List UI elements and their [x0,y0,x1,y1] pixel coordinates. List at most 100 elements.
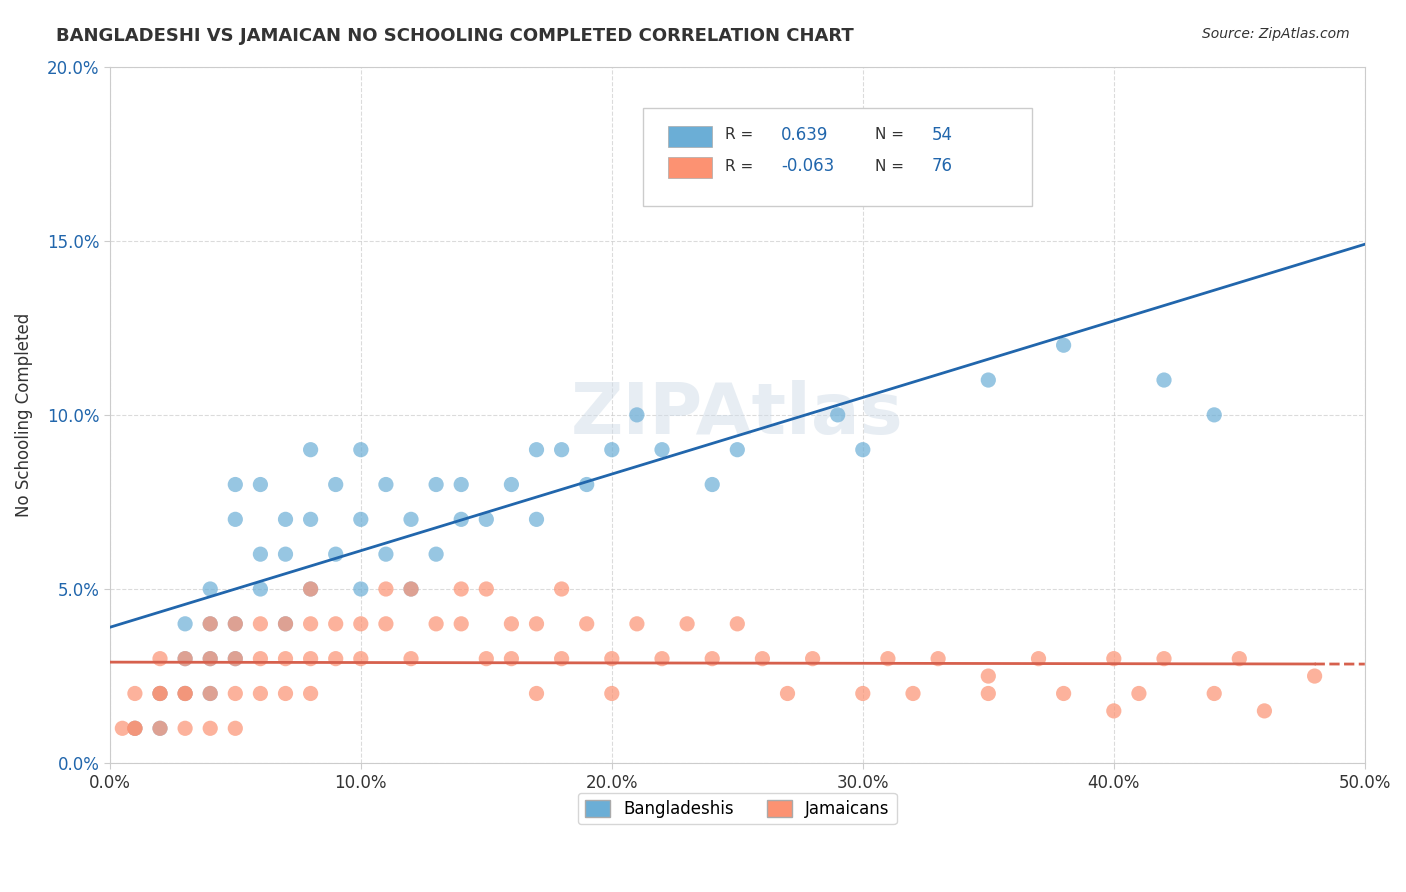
Text: BANGLADESHI VS JAMAICAN NO SCHOOLING COMPLETED CORRELATION CHART: BANGLADESHI VS JAMAICAN NO SCHOOLING COM… [56,27,853,45]
Point [651,651,673,665]
Point [325,547,347,561]
Point [600,651,623,665]
Legend: Bangladeshis, Jamaicans: Bangladeshis, Jamaicans [578,793,897,824]
Point [475,582,498,596]
Point [1128,686,1150,700]
Point [299,616,322,631]
Point [977,669,1000,683]
Point [249,582,271,596]
Point [224,686,246,700]
Point [249,616,271,631]
Point [751,651,773,665]
Point [852,442,875,457]
Point [374,582,396,596]
Point [676,616,699,631]
Text: 76: 76 [932,157,953,175]
Point [475,651,498,665]
Point [1253,704,1275,718]
Point [224,651,246,665]
Point [124,721,146,735]
Text: R =: R = [724,128,754,143]
Point [877,651,900,665]
Point [224,616,246,631]
Point [475,512,498,526]
Point [174,686,197,700]
Point [1204,408,1226,422]
Point [501,477,523,491]
Point [200,651,222,665]
Point [299,651,322,665]
Point [350,582,373,596]
Point [776,164,799,178]
Point [124,686,146,700]
Point [501,651,523,665]
Point [600,442,623,457]
Point [149,721,172,735]
Point [526,442,548,457]
Point [1153,373,1175,387]
Point [425,477,447,491]
Point [350,651,373,665]
Point [526,512,548,526]
Point [174,651,197,665]
Point [1028,651,1050,665]
Point [600,686,623,700]
Point [399,582,422,596]
Point [224,616,246,631]
Point [200,686,222,700]
Point [702,477,724,491]
Point [550,651,572,665]
Point [111,721,134,735]
Point [249,651,271,665]
Point [977,373,1000,387]
Point [299,582,322,596]
FancyBboxPatch shape [668,126,713,146]
Point [325,616,347,631]
Text: ZIPAtlas: ZIPAtlas [571,380,904,450]
Point [200,651,222,665]
Point [124,721,146,735]
Y-axis label: No Schooling Completed: No Schooling Completed [15,313,32,517]
Point [901,686,924,700]
FancyBboxPatch shape [668,157,713,178]
Point [174,721,197,735]
Text: N =: N = [876,128,904,143]
Point [702,651,724,665]
Point [1204,686,1226,700]
Point [575,616,598,631]
Point [450,477,472,491]
Point [399,512,422,526]
Point [852,686,875,700]
Point [526,686,548,700]
Point [374,616,396,631]
Point [249,477,271,491]
Point [501,616,523,631]
Point [299,442,322,457]
Point [725,442,748,457]
Point [626,616,648,631]
Point [1227,651,1250,665]
Point [249,686,271,700]
Point [274,512,297,526]
Point [526,616,548,631]
Point [224,477,246,491]
Point [1052,338,1074,352]
Point [350,512,373,526]
Point [550,582,572,596]
Point [274,651,297,665]
Point [374,477,396,491]
Point [801,651,824,665]
Text: Source: ZipAtlas.com: Source: ZipAtlas.com [1202,27,1350,41]
Point [249,547,271,561]
Point [1153,651,1175,665]
Point [550,442,572,457]
Point [399,651,422,665]
Point [174,686,197,700]
Point [200,582,222,596]
Point [450,512,472,526]
Point [425,616,447,631]
Point [927,651,949,665]
Point [200,616,222,631]
Point [350,616,373,631]
Point [450,616,472,631]
